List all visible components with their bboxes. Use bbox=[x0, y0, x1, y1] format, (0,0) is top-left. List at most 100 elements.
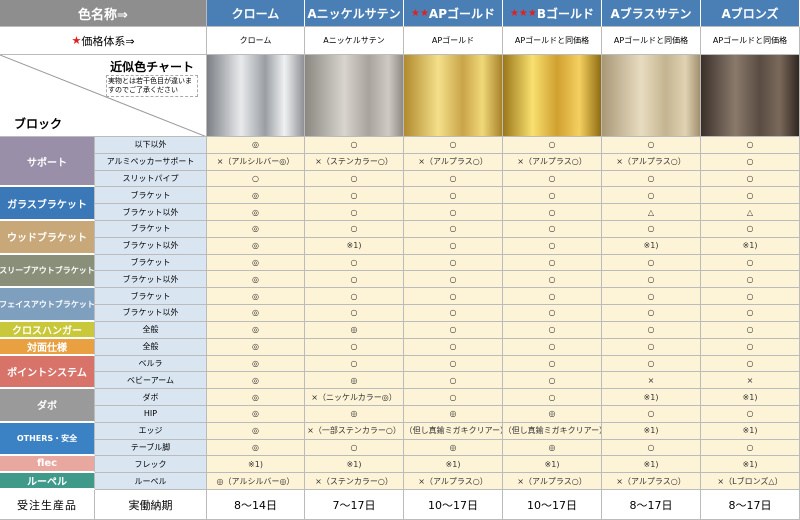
color-swatch bbox=[404, 55, 503, 137]
finish-name: APゴールド bbox=[428, 6, 496, 21]
status-cell: ○ bbox=[602, 338, 701, 356]
status-cell: ○ bbox=[701, 187, 800, 205]
price-value: クローム bbox=[207, 27, 305, 55]
star: ★ bbox=[71, 34, 82, 47]
status-cell: ×（アルプラス○） bbox=[503, 473, 602, 490]
status-cell: ◎ bbox=[305, 405, 404, 423]
diagonal bbox=[0, 55, 206, 136]
status-cell: ○ bbox=[701, 321, 800, 339]
status-cell: ○ bbox=[404, 137, 503, 154]
status-cell: ○ bbox=[602, 187, 701, 205]
status-cell: ×（Lブロンズ△） bbox=[701, 473, 800, 490]
stars: ★★★ bbox=[509, 7, 537, 19]
status-cell: ○ bbox=[503, 389, 602, 406]
status-cell: ◎ bbox=[207, 187, 305, 205]
status-cell: ※1) bbox=[701, 456, 800, 474]
status-cell: ○ bbox=[404, 170, 503, 188]
finish-header: Aニッケルサテン bbox=[305, 0, 404, 27]
status-cell: ○ bbox=[503, 372, 602, 390]
block-label: ブロック bbox=[14, 117, 63, 131]
status-cell: ○ bbox=[701, 137, 800, 154]
status-cell: ※1) bbox=[404, 456, 503, 474]
item-name: ブラケット以外 bbox=[95, 204, 207, 222]
price-label: ★ 価格体系⇒ bbox=[0, 27, 207, 55]
status-cell: △ bbox=[602, 204, 701, 222]
status-cell: ○ bbox=[404, 355, 503, 373]
item-name: ブラケット以外 bbox=[95, 305, 207, 322]
status-cell: ※1) bbox=[701, 237, 800, 255]
status-cell: ◎ bbox=[207, 439, 305, 457]
item-name: ベルラ bbox=[95, 355, 207, 373]
block-name: ガラスブラケット bbox=[0, 187, 95, 222]
finish-name: Aブロンズ bbox=[721, 6, 779, 21]
color-swatch bbox=[602, 55, 701, 137]
status-cell: ○ bbox=[404, 204, 503, 222]
price-value: Aニッケルサテン bbox=[305, 27, 404, 55]
price-value: APゴールドと同価格 bbox=[602, 27, 701, 55]
status-cell: ◎ bbox=[503, 439, 602, 457]
status-cell: ○ bbox=[305, 187, 404, 205]
item-name: HIP bbox=[95, 405, 207, 423]
status-cell: ◎ bbox=[207, 237, 305, 255]
status-cell: ○ bbox=[503, 338, 602, 356]
status-cell: ◎ bbox=[207, 372, 305, 390]
price-text: 価格体系⇒ bbox=[81, 34, 135, 48]
status-cell: ※1) bbox=[602, 389, 701, 406]
status-cell: ○ bbox=[602, 321, 701, 339]
color-swatch bbox=[207, 55, 305, 137]
item-name: ブラケット以外 bbox=[95, 237, 207, 255]
chart-title: 近似色チャート bbox=[110, 60, 194, 74]
status-cell: ◎ bbox=[207, 204, 305, 222]
status-cell: ○ bbox=[602, 221, 701, 238]
status-cell: ※1) bbox=[305, 456, 404, 474]
status-cell: ×（一部ステンカラー○） bbox=[305, 422, 404, 440]
status-cell: ×（ニッケルカラー◎） bbox=[305, 389, 404, 406]
status-cell: ○ bbox=[503, 170, 602, 188]
item-name: ブラケット bbox=[95, 221, 207, 238]
status-cell: ○ bbox=[305, 204, 404, 222]
status-cell: × bbox=[602, 372, 701, 390]
status-cell: ※1) bbox=[602, 237, 701, 255]
item-name: ダボ bbox=[95, 389, 207, 406]
status-cell: ○ bbox=[701, 153, 800, 171]
color-swatch bbox=[503, 55, 602, 137]
status-cell: ×（アルプラス○） bbox=[404, 473, 503, 490]
item-name: アルミペッカーサポート bbox=[95, 153, 207, 171]
lead-time: 8～17日 bbox=[701, 490, 800, 520]
block-name: ウッドブラケット bbox=[0, 221, 95, 255]
status-cell: ○ bbox=[404, 187, 503, 205]
status-cell: ※1) bbox=[701, 389, 800, 406]
item-name: ブラケット bbox=[95, 288, 207, 306]
block-name: ダボ bbox=[0, 389, 95, 423]
item-name: スリットパイプ bbox=[95, 170, 207, 188]
item-name: ルーペル bbox=[95, 473, 207, 490]
item-name: 全般 bbox=[95, 338, 207, 356]
item-name: テーブル脚 bbox=[95, 439, 207, 457]
block-name: ルーペル bbox=[0, 473, 95, 490]
block-name: フェイスアウトブラケット bbox=[0, 288, 95, 322]
status-cell: ○ bbox=[404, 254, 503, 272]
status-cell: ○ bbox=[404, 271, 503, 289]
price-value: APゴールドと同価格 bbox=[701, 27, 800, 55]
status-cell: ○ bbox=[701, 305, 800, 322]
status-cell: ◎ bbox=[207, 305, 305, 322]
status-cell: ○ bbox=[701, 254, 800, 272]
status-cell: ○ bbox=[602, 439, 701, 457]
status-cell: ○ bbox=[602, 137, 701, 154]
status-cell: ◎ bbox=[404, 439, 503, 457]
status-cell: ◎ bbox=[503, 405, 602, 423]
item-name: 全般 bbox=[95, 321, 207, 339]
status-cell: ○ bbox=[602, 271, 701, 289]
status-cell: ◎ bbox=[207, 405, 305, 423]
item-name: ブラケット bbox=[95, 254, 207, 272]
status-cell: ○ bbox=[503, 271, 602, 289]
finish-name: Aニッケルサテン bbox=[307, 6, 401, 21]
status-cell: ○ bbox=[503, 355, 602, 373]
status-cell: ○ bbox=[602, 355, 701, 373]
status-cell: ○ bbox=[305, 439, 404, 457]
status-cell: ○ bbox=[503, 305, 602, 322]
status-cell: ※1) bbox=[305, 237, 404, 255]
status-cell: ※1) bbox=[503, 456, 602, 474]
status-cell: ◎ bbox=[207, 321, 305, 339]
status-cell: ◎ bbox=[207, 422, 305, 440]
